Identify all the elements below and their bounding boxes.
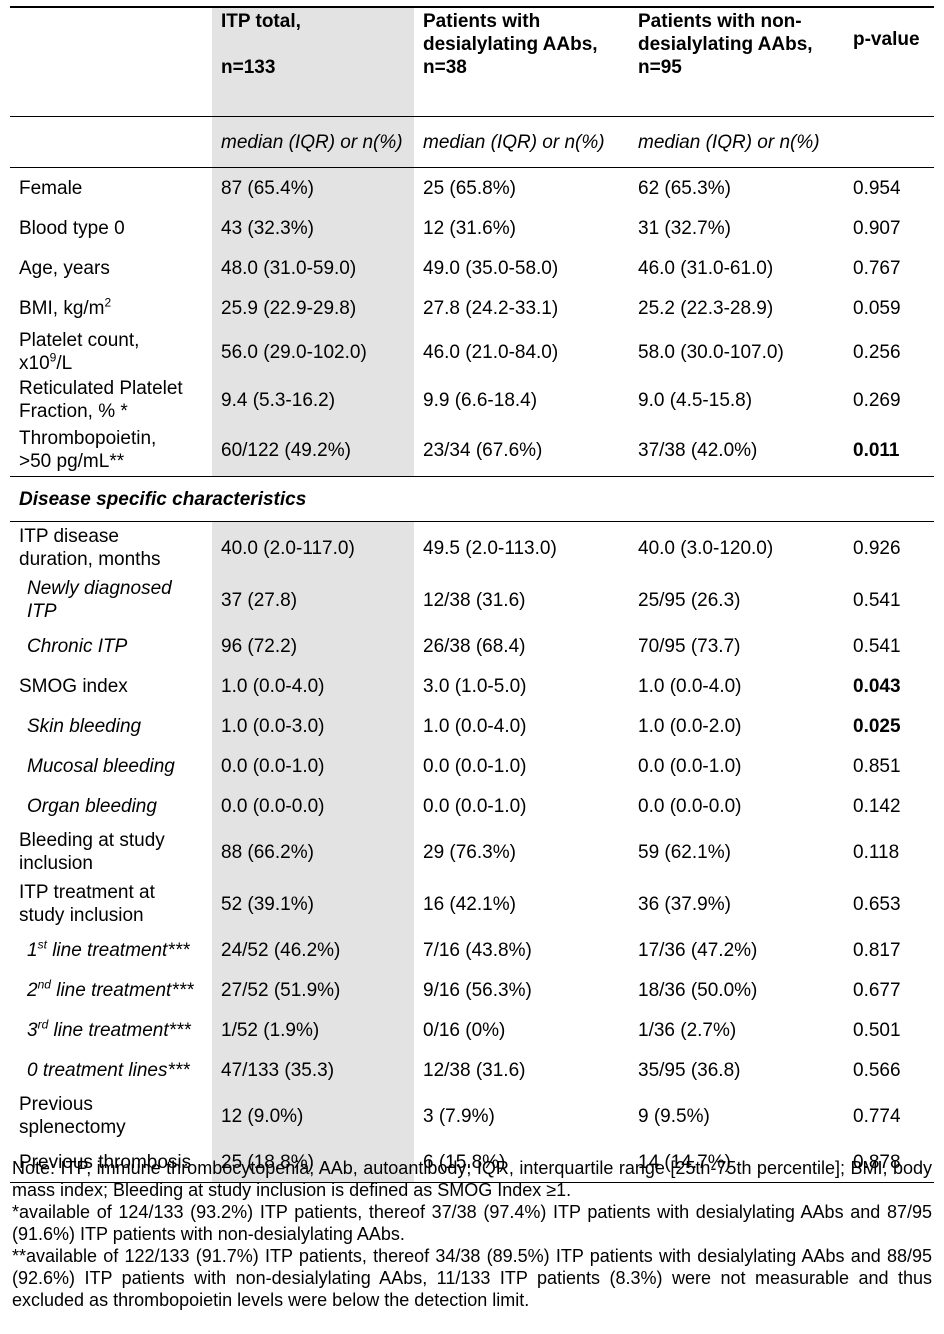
table-row: BMI, kg/m2 25.9 (22.9-29.8) 27.8 (24.2-3… xyxy=(10,288,934,328)
row-label: Reticulated Platelet Fraction, % * xyxy=(19,378,183,422)
row-label: 3rd line treatment*** xyxy=(27,1017,191,1041)
table-row: ITP treatment at study inclusion 52 (39.1… xyxy=(10,878,934,930)
note-abbreviations: Note: ITP, immune thrombocytopenia; AAb,… xyxy=(12,1158,932,1200)
section-title: Disease specific characteristics xyxy=(10,476,934,522)
section-header-row: Disease specific characteristics xyxy=(10,476,934,522)
table-notes: Note: ITP, immune thrombocytopenia; AAb,… xyxy=(12,1157,932,1311)
header-desialylating: Patients with desialylating AAbs, n=38 xyxy=(414,6,629,117)
table-row: Female 87 (65.4%) 25 (65.8%) 62 (65.3%) … xyxy=(10,167,934,208)
row-label: Skin bleeding xyxy=(27,715,142,737)
row-label: 1st line treatment*** xyxy=(27,937,190,961)
characteristics-table: ITP total, n=133 Patients with desialylat… xyxy=(10,6,934,1183)
table-row: 3rd line treatment*** 1/52 (1.9%) 0/16 (… xyxy=(10,1010,934,1050)
row-label: Blood type 0 xyxy=(19,217,125,239)
row-label: 0 treatment lines*** xyxy=(27,1059,190,1081)
row-label: Newly diagnosed ITP xyxy=(27,578,172,622)
table-row: 2nd line treatment*** 27/52 (51.9%) 9/16… xyxy=(10,970,934,1010)
table-row: 0 treatment lines*** 47/133 (35.3) 12/38… xyxy=(10,1050,934,1090)
table-row: Chronic ITP 96 (72.2) 26/38 (68.4) 70/95… xyxy=(10,626,934,666)
table-row: Reticulated Platelet Fraction, % * 9.4 (5… xyxy=(10,376,934,424)
note-thrombopoietin: **available of 122/133 (91.7%) ITP patie… xyxy=(12,1246,932,1310)
table-row: Mucosal bleeding 0.0 (0.0-1.0) 0.0 (0.0-… xyxy=(10,746,934,786)
table-row: Previous splenectomy 12 (9.0%) 3 (7.9%) 9… xyxy=(10,1090,934,1142)
table-row: Thrombopoietin, >50 pg/mL** 60/122 (49.2%… xyxy=(10,424,934,477)
row-label: Bleeding at study inclusion xyxy=(19,830,165,874)
row-label: Previous splenectomy xyxy=(19,1094,126,1138)
table-row: Age, years 48.0 (31.0-59.0) 49.0 (35.0-5… xyxy=(10,248,934,288)
row-label: Age, years xyxy=(19,257,110,279)
row-label: SMOG index xyxy=(19,675,128,697)
subheader-nondesial: median (IQR) or n(%) xyxy=(629,116,844,168)
table-row: Platelet count, x109/L 56.0 (29.0-102.0) … xyxy=(10,328,934,376)
row-label: Previous thrombosis xyxy=(10,1142,212,1183)
header-label-cell xyxy=(10,6,212,117)
header-itp-total: ITP total, n=133 xyxy=(212,6,414,117)
table-row: SMOG index 1.0 (0.0-4.0) 3.0 (1.0-5.0) 1… xyxy=(10,666,934,706)
table-row: Blood type 0 43 (32.3%) 12 (31.6%) 31 (3… xyxy=(10,208,934,248)
table-row: Skin bleeding 1.0 (0.0-3.0) 1.0 (0.0-4.0… xyxy=(10,706,934,746)
subheader-desial: median (IQR) or n(%) xyxy=(414,116,629,168)
table-header-row: ITP total, n=133 Patients with desialylat… xyxy=(10,6,934,117)
row-label: ITP treatment at study inclusion xyxy=(19,882,155,926)
row-label: Mucosal bleeding xyxy=(27,755,175,777)
row-label: 2nd line treatment*** xyxy=(27,977,194,1001)
subheader-total: median (IQR) or n(%) xyxy=(212,116,414,168)
table-row: Organ bleeding 0.0 (0.0-0.0) 0.0 (0.0-1.… xyxy=(10,786,934,826)
table-row: Newly diagnosed ITP 37 (27.8) 12/38 (31.6… xyxy=(10,574,934,626)
table-subheader-row: median (IQR) or n(%) median (IQR) or n(%… xyxy=(10,116,934,168)
header-p-value: p-value xyxy=(844,6,934,117)
row-label: Thrombopoietin, >50 pg/mL** xyxy=(19,428,157,472)
row-label: Female xyxy=(19,177,83,199)
header-non-desialylating: Patients with non-desialylating AAbs, n=9… xyxy=(629,6,844,117)
row-label: BMI, kg/m2 xyxy=(19,295,112,319)
row-label: Platelet count, x109/L xyxy=(19,330,140,374)
table-row: 1st line treatment*** 24/52 (46.2%) 7/16… xyxy=(10,930,934,970)
row-label: ITP disease duration, months xyxy=(19,526,161,570)
row-label: Organ bleeding xyxy=(27,795,157,817)
table-row: ITP disease duration, months 40.0 (2.0-11… xyxy=(10,521,934,574)
row-label: Chronic ITP xyxy=(27,635,128,657)
table-row: Bleeding at study inclusion 88 (66.2%) 29… xyxy=(10,826,934,878)
note-reticulated-platelet: *available of 124/133 (93.2%) ITP patien… xyxy=(12,1202,932,1244)
table-row: Previous thrombosis 25 (18.8%) 6 (15.8%)… xyxy=(10,1142,934,1183)
